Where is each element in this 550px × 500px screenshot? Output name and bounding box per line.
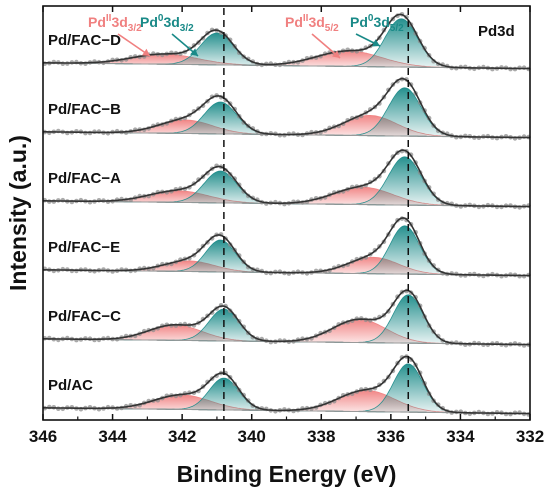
sample-label: Pd/FAC−E <box>48 239 120 256</box>
sample-spectrum: Pd/FAC−C <box>42 288 531 348</box>
fit-envelope <box>43 355 530 415</box>
x-tick-label: 344 <box>98 427 127 446</box>
x-axis-ticks: 346 344 342 340 338 336 334 332 <box>29 6 544 446</box>
sample-label: Pd/FAC−D <box>48 32 121 49</box>
data-point <box>173 323 179 328</box>
x-tick-label: 334 <box>446 427 475 446</box>
sample-spectrum: Pd/AC <box>42 354 531 417</box>
sample-label: Pd/FAC−C <box>48 308 121 325</box>
pd0-3d52-arrow-head <box>371 39 380 47</box>
pd2-3d32-arrow-head <box>141 48 150 56</box>
sample-spectrum: Pd/FAC−B <box>42 76 531 141</box>
x-tick-label: 342 <box>168 427 196 446</box>
pd0-3d32-label: Pd03d3/2 <box>140 13 194 34</box>
pd2-3d32-label: PdII3d3/2 <box>88 13 142 34</box>
pd0-3d32-arrow-head <box>190 48 198 56</box>
pd0-3d52-label: Pd03d5/2 <box>350 13 404 34</box>
sample-label: Pd/FAC−A <box>48 170 121 187</box>
x-tick-label: 346 <box>29 427 57 446</box>
x-tick-label: 336 <box>377 427 405 446</box>
sample-label: Pd/AC <box>48 377 93 394</box>
sample-spectrum: Pd/FAC−E <box>42 216 531 279</box>
y-axis-title: Intensity (a.u.) <box>5 135 31 291</box>
sample-label: Pd/FAC−B <box>48 101 121 118</box>
x-tick-label: 340 <box>238 427 266 446</box>
fit-envelope <box>43 289 530 346</box>
pd0-3d52-component <box>43 363 530 414</box>
fit-envelope <box>43 13 530 70</box>
panel-label: Pd3d <box>478 23 515 40</box>
x-tick-label: 338 <box>307 427 335 446</box>
pd2-3d52-arrow-head <box>332 50 340 58</box>
reference-lines <box>223 8 409 420</box>
fit-envelope <box>43 217 530 277</box>
fit-envelope <box>43 77 530 139</box>
spectra-panels: Pd/FAC−D Pd/FAC−B Pd/FAC−A Pd/FAC−E Pd/FAC−C… <box>42 12 531 417</box>
pd2-3d52-label: PdII3d5/2 <box>285 13 339 34</box>
x-tick-label: 332 <box>516 427 544 446</box>
fit-envelope <box>43 149 530 208</box>
chart-text: Binding Energy (eV) Intensity (a.u.) Pd3d P… <box>5 13 515 487</box>
sample-spectrum: Pd/FAC−A <box>42 148 531 210</box>
x-axis-title: Binding Energy (eV) <box>177 461 397 487</box>
